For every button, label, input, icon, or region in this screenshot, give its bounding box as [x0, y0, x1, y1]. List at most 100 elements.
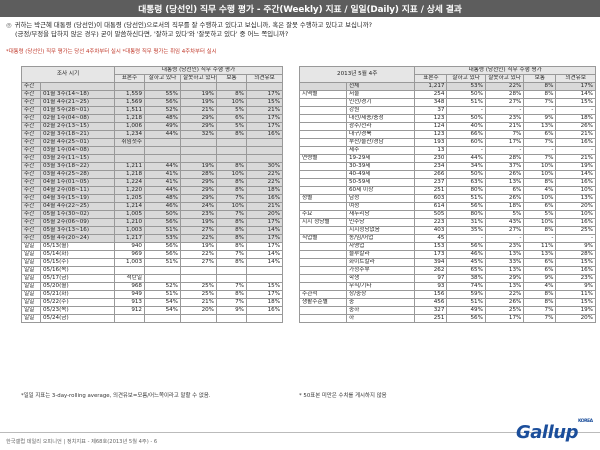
row-normal: 10%	[523, 170, 557, 179]
table-row: 강원 37- - - -	[299, 106, 596, 115]
table-row: 일일 05/14(화) 969 56% 22% 7% 14%	[21, 250, 284, 259]
survey-question: ◎ 귀하는 박근혜 대통령 (당선인)이 대통령 (당선인)으로서의 직무를 잘 …	[6, 21, 596, 39]
row-subgroup: 중	[345, 298, 416, 307]
row-sample-size: 969	[114, 250, 145, 259]
row-dk: 17%	[245, 90, 284, 99]
table-row: 주간 04월 3주(15~19) 1,205 48% 29% 7% 16%	[21, 194, 284, 203]
row-category	[299, 266, 347, 275]
row-period	[40, 82, 115, 91]
page-header: 대통령 (당선인) 직무 수행 평가 - 주간(Weekly) 지표 / 일일(…	[0, 0, 600, 17]
col-n-header: 표본수	[414, 74, 448, 83]
left-footnote: *일일 지표는 3-day-rolling average, 의견유보=모름/어…	[21, 393, 211, 399]
row-good: 51%	[446, 298, 486, 307]
row-good: 50%	[144, 210, 181, 219]
table-row: 일일 05/13(월) 940 56% 19% 8% 17%	[21, 242, 284, 251]
row-bad: 26%	[484, 170, 525, 179]
row-subgroup: 하	[345, 314, 416, 323]
row-bad	[180, 314, 217, 323]
row-bad	[180, 138, 217, 147]
row-good: 55%	[144, 90, 181, 99]
row-category	[299, 146, 347, 155]
row-bad: 17%	[484, 314, 525, 323]
row-dk: 17%	[555, 82, 596, 91]
table-row: 주간 03월 2주(11~15)	[21, 154, 284, 163]
row-type: 일일	[21, 306, 41, 315]
row-type: 일일	[21, 314, 41, 323]
group-header: 대통령 (당선인) 직무 수행 평가	[113, 66, 284, 75]
row-bad: 19%	[180, 90, 217, 99]
row-good: 63%	[446, 178, 486, 187]
row-period: 05/23(목)	[40, 306, 115, 315]
row-normal: 8%	[523, 82, 557, 91]
row-dk: 21%	[245, 202, 284, 211]
row-normal: 8%	[216, 290, 247, 299]
row-period: 05/20(월)	[40, 282, 115, 291]
row-good: 51%	[144, 290, 181, 299]
row-dk: 22%	[245, 170, 284, 179]
row-type: 주간	[21, 130, 41, 139]
row-good: 56%	[446, 242, 486, 251]
row-good: -	[446, 106, 486, 115]
table-row: 주간 05월 2주(06~09) 1,210 56% 19% 8% 17%	[21, 218, 284, 227]
row-normal: 10%	[523, 218, 557, 227]
row-dk	[245, 266, 284, 275]
row-type: 주간	[21, 122, 41, 131]
row-category: 직업별	[299, 234, 347, 243]
row-good	[144, 82, 181, 91]
table-row: 부산/울산/경남 193 60% 17% 7% 16%	[299, 138, 596, 147]
row-normal: 8%	[523, 178, 557, 187]
table-row: 주간 03월 1주(04~08)	[21, 146, 284, 155]
row-normal: 8%	[216, 234, 247, 243]
row-subgroup: 새누리당	[345, 210, 416, 219]
row-category	[299, 170, 347, 179]
table-row: 주간 01월 5주(28~01) 1,511 52% 21% 5% 21%	[21, 106, 284, 115]
table-row: 주간 05월 1주(30~02) 1,005 50% 23% 7% 20%	[21, 210, 284, 219]
row-normal: 9%	[216, 306, 247, 315]
row-bad: 20%	[180, 306, 217, 315]
row-dk: 16%	[555, 218, 596, 227]
row-sample-size: 394	[414, 258, 448, 267]
row-normal: 10%	[216, 170, 247, 179]
row-bad: 5%	[484, 210, 525, 219]
row-sample-size: 1,224	[114, 178, 145, 187]
col-bad-header: 잘못하고 있다	[484, 74, 525, 83]
row-category: 지지 정당별	[299, 218, 347, 227]
row-normal: 8%	[216, 218, 247, 227]
row-good: 41%	[144, 178, 181, 187]
row-type: 주간	[21, 186, 41, 195]
table-row: 연령별 19-29세 230 44% 28% 7% 21%	[299, 154, 596, 163]
row-period: 03월 3주(18~22)	[40, 162, 115, 171]
question-line-2: (긍정/부정을 답하지 않은 경우) 굳이 말씀하신다면, '잘하고 있다'와 …	[15, 30, 289, 38]
row-bad: 29%	[180, 186, 217, 195]
row-subgroup: 가정주부	[345, 266, 416, 275]
row-normal: 8%	[216, 186, 247, 195]
row-sample-size: 230	[414, 154, 448, 163]
row-category: 지역별	[299, 90, 347, 99]
row-good: 40%	[446, 122, 486, 131]
row-sample-size: 193	[414, 138, 448, 147]
row-subgroup: 광주/전라	[345, 122, 416, 131]
row-normal: 6%	[523, 202, 557, 211]
logo-text: Gallup	[516, 422, 578, 443]
table-row: 무직/기타 93 74% 13% 4% 9%	[299, 282, 596, 291]
table-row: 일일 05/15(수) 1,003 51% 27% 8% 14%	[21, 258, 284, 267]
row-dk: 19%	[555, 162, 596, 171]
row-sample-size: 153	[414, 242, 448, 251]
row-sample-size: 1,205	[114, 194, 145, 203]
row-type: 일일	[21, 250, 41, 259]
row-bad: 22%	[180, 234, 217, 243]
row-dk	[245, 274, 284, 283]
row-period: 05월 1주(30~02)	[40, 210, 115, 219]
row-good: 49%	[446, 306, 486, 315]
row-category	[299, 186, 347, 195]
row-bad: 28%	[484, 90, 525, 99]
row-dk: 20%	[245, 210, 284, 219]
table-row: 지지정당없음 403 35% 27% 8% 25%	[299, 226, 596, 235]
table-row: 주관적 상/중상 156 59% 22% 8% 11%	[299, 290, 596, 299]
row-dk: 18%	[245, 298, 284, 307]
row-good: 35%	[446, 226, 486, 235]
row-category	[299, 106, 347, 115]
row-type: 주간	[21, 82, 41, 91]
row-normal: 8%	[216, 90, 247, 99]
row-dk: -	[555, 106, 596, 115]
